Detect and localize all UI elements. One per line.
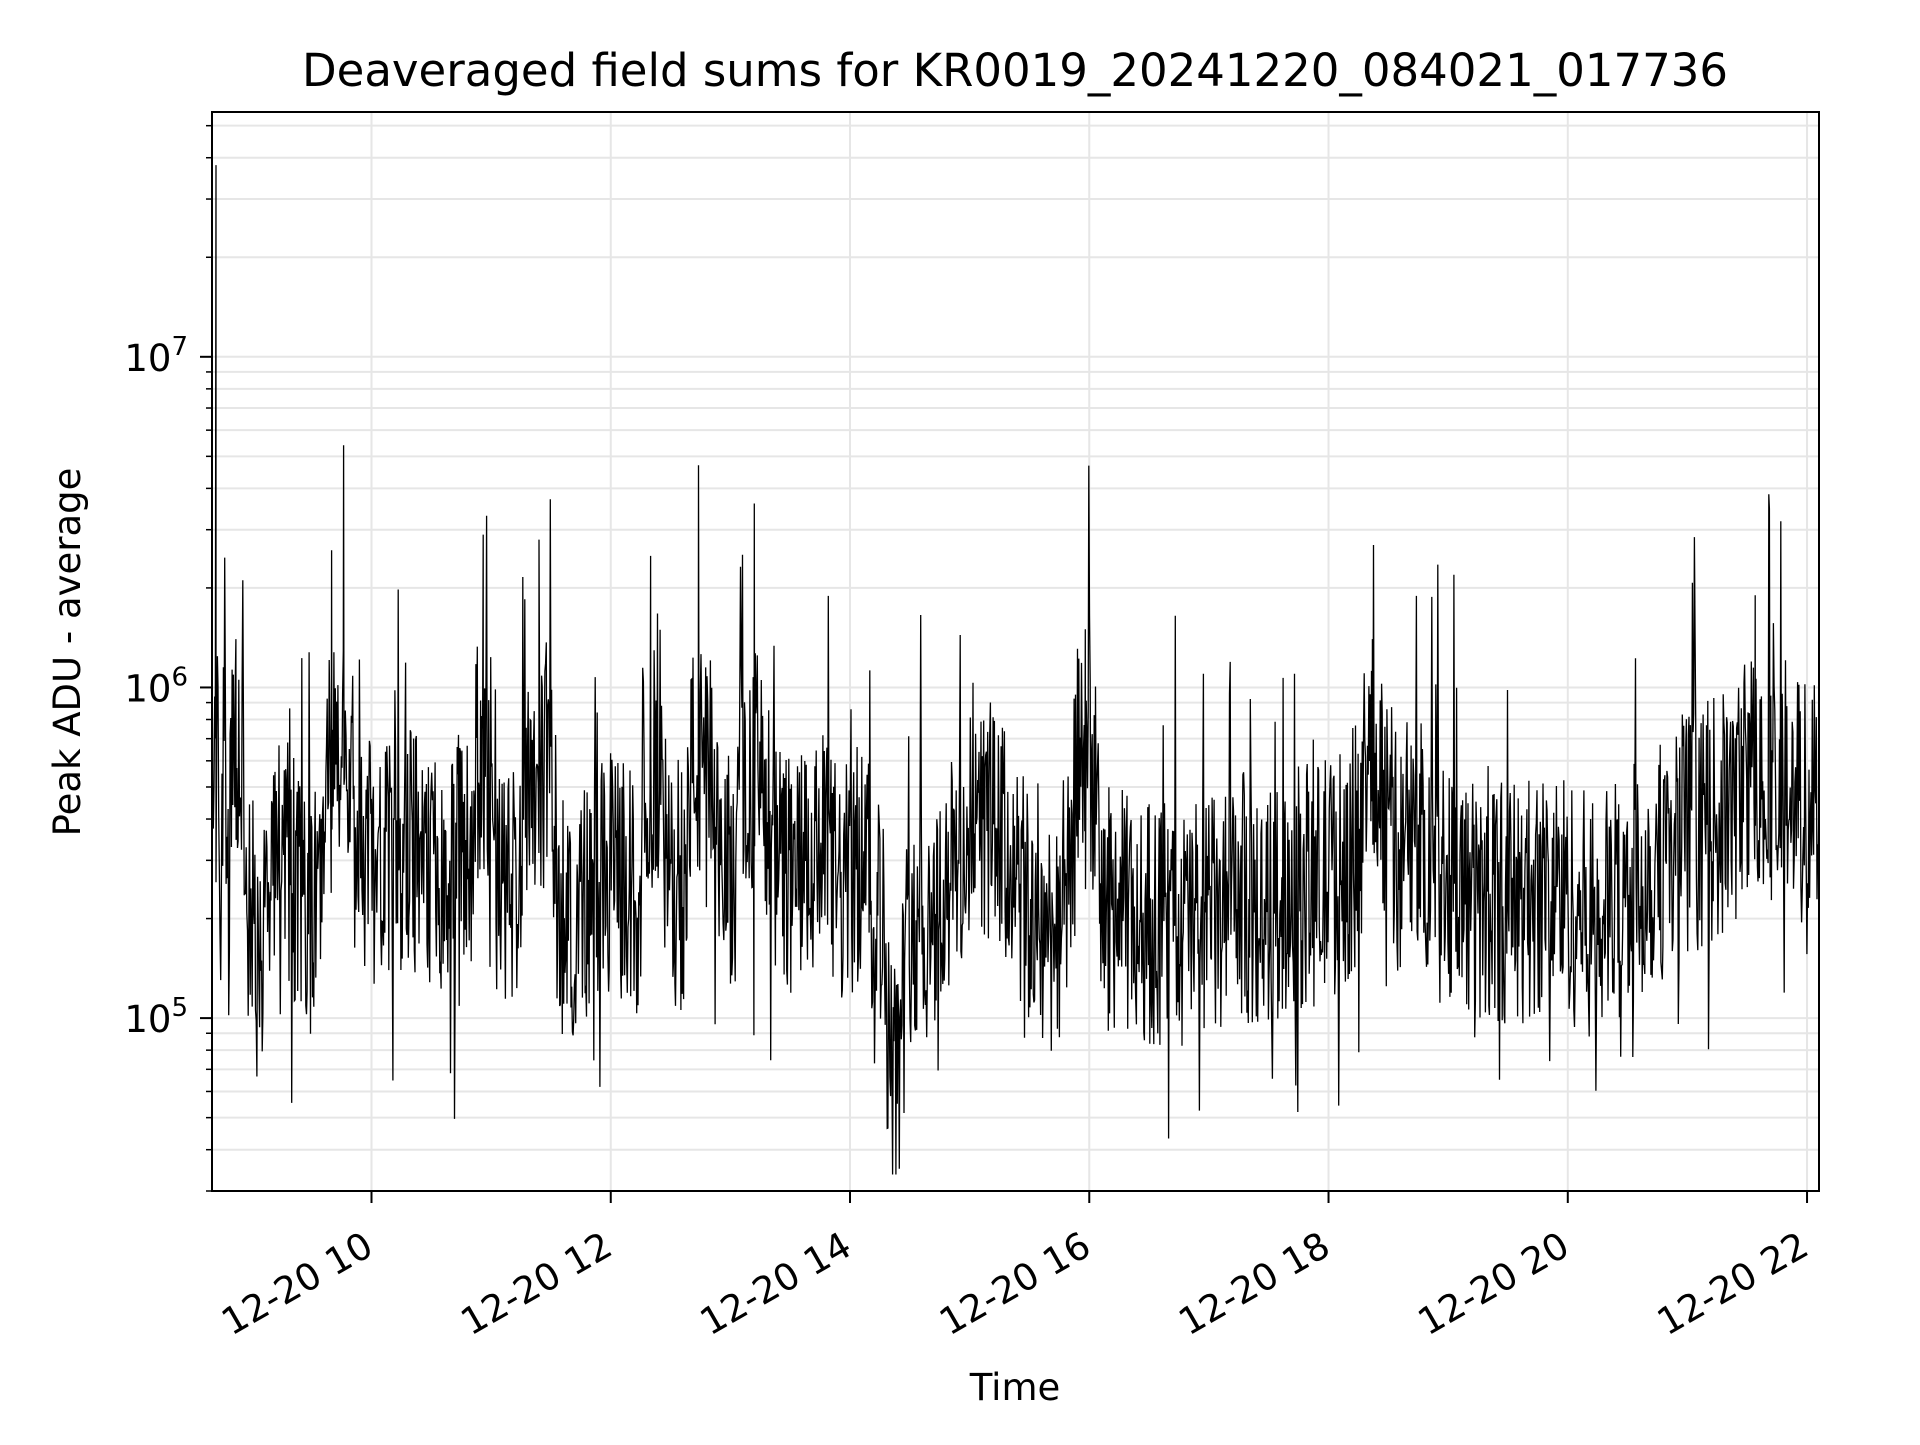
- y-tick-label: 105: [124, 993, 188, 1041]
- chart-title: Deaveraged field sums for KR0019_2024122…: [302, 44, 1728, 97]
- y-tick-base: 10: [124, 998, 171, 1041]
- series-layer: [211, 165, 1820, 1175]
- y-tick-label: 107: [124, 332, 188, 380]
- x-axis-label: Time: [969, 1366, 1061, 1409]
- y-tick-label: 106: [124, 662, 188, 710]
- y-tick-exponent: 5: [171, 993, 188, 1023]
- series-line: [211, 165, 1820, 1175]
- y-tick-exponent: 6: [171, 662, 188, 692]
- y-tick-exponent: 7: [171, 332, 188, 362]
- y-tick-base: 10: [124, 337, 171, 380]
- y-tick-base: 10: [124, 667, 171, 710]
- grid-lines: [212, 112, 1819, 1192]
- y-axis-label: Peak ADU - average: [46, 468, 89, 837]
- plot-frame: [211, 111, 1820, 1192]
